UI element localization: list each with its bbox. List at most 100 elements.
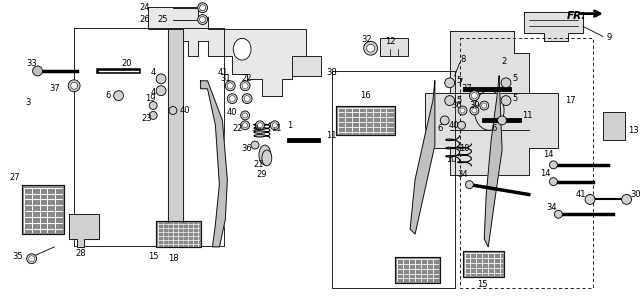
- Circle shape: [472, 108, 477, 113]
- Circle shape: [585, 195, 595, 205]
- Ellipse shape: [262, 150, 272, 166]
- Circle shape: [270, 121, 279, 130]
- Circle shape: [229, 96, 236, 102]
- Circle shape: [482, 103, 487, 108]
- Text: 41: 41: [576, 190, 586, 199]
- Circle shape: [240, 81, 250, 91]
- Circle shape: [114, 91, 124, 101]
- Circle shape: [550, 161, 557, 169]
- Text: 17: 17: [565, 96, 576, 105]
- Circle shape: [225, 81, 236, 91]
- Text: 14: 14: [540, 169, 551, 178]
- Text: 39: 39: [252, 124, 262, 133]
- Text: 32: 32: [362, 35, 372, 44]
- Text: 2: 2: [501, 57, 507, 65]
- Text: 28: 28: [76, 249, 86, 258]
- Circle shape: [470, 106, 479, 115]
- Circle shape: [243, 123, 248, 128]
- Circle shape: [465, 181, 474, 188]
- Polygon shape: [148, 7, 307, 96]
- Text: 8: 8: [461, 55, 466, 64]
- Text: 5: 5: [512, 94, 517, 103]
- Circle shape: [445, 96, 454, 105]
- Text: 41: 41: [218, 68, 228, 78]
- Circle shape: [367, 44, 374, 52]
- Circle shape: [241, 121, 250, 130]
- Circle shape: [27, 254, 36, 264]
- Text: 30: 30: [630, 190, 640, 199]
- Text: 11: 11: [522, 111, 532, 120]
- Text: 23: 23: [141, 114, 152, 123]
- Polygon shape: [425, 32, 558, 175]
- Circle shape: [458, 106, 467, 115]
- Text: 20: 20: [121, 58, 132, 68]
- Circle shape: [156, 74, 166, 84]
- Circle shape: [501, 96, 511, 105]
- Circle shape: [169, 107, 177, 115]
- Text: 16: 16: [360, 91, 371, 100]
- Circle shape: [156, 86, 166, 96]
- Polygon shape: [524, 12, 583, 41]
- Text: 40: 40: [449, 121, 459, 130]
- Text: 34: 34: [457, 170, 468, 179]
- Text: 1: 1: [287, 121, 292, 130]
- Circle shape: [364, 41, 378, 55]
- Bar: [603, 112, 625, 140]
- Text: 3: 3: [25, 98, 30, 107]
- Circle shape: [458, 122, 465, 129]
- Text: 25: 25: [157, 15, 168, 24]
- Circle shape: [470, 91, 479, 101]
- Text: 10: 10: [446, 155, 456, 165]
- Text: 11: 11: [326, 131, 337, 140]
- Polygon shape: [396, 257, 440, 283]
- Text: 4: 4: [150, 88, 156, 97]
- Text: 37: 37: [49, 84, 60, 93]
- Text: 6: 6: [437, 124, 442, 133]
- Polygon shape: [22, 185, 64, 234]
- Circle shape: [440, 116, 449, 125]
- Circle shape: [621, 195, 632, 205]
- Text: 31: 31: [220, 74, 230, 83]
- Circle shape: [29, 256, 35, 262]
- Polygon shape: [200, 81, 227, 247]
- Circle shape: [227, 83, 233, 89]
- Text: 5: 5: [456, 96, 462, 105]
- Text: 15: 15: [148, 252, 159, 261]
- Text: 12: 12: [385, 37, 396, 46]
- Text: 24: 24: [140, 3, 150, 12]
- Circle shape: [200, 5, 205, 11]
- Circle shape: [33, 66, 42, 76]
- Text: 40: 40: [180, 106, 190, 115]
- Circle shape: [255, 121, 264, 130]
- Circle shape: [257, 123, 262, 128]
- Text: 39: 39: [469, 101, 480, 110]
- Bar: [292, 56, 321, 76]
- Circle shape: [68, 80, 80, 92]
- Text: 6: 6: [492, 124, 497, 133]
- Ellipse shape: [233, 38, 251, 60]
- Text: 21: 21: [253, 160, 264, 169]
- Text: 6: 6: [106, 91, 111, 100]
- Text: 22: 22: [232, 124, 243, 133]
- Text: 9: 9: [607, 33, 612, 42]
- Circle shape: [149, 112, 157, 119]
- Text: 19: 19: [145, 94, 156, 103]
- Circle shape: [501, 78, 511, 88]
- Text: 18: 18: [168, 254, 179, 263]
- Circle shape: [200, 17, 205, 22]
- Text: 38: 38: [326, 68, 337, 78]
- Text: 36: 36: [451, 101, 462, 110]
- Text: FR.: FR.: [566, 11, 586, 21]
- Circle shape: [242, 94, 252, 104]
- Circle shape: [498, 116, 506, 125]
- Circle shape: [243, 113, 248, 118]
- Polygon shape: [69, 214, 99, 247]
- Text: 36: 36: [242, 144, 252, 152]
- Circle shape: [241, 111, 250, 120]
- Text: 14: 14: [543, 151, 554, 159]
- Circle shape: [445, 78, 454, 88]
- Circle shape: [550, 178, 557, 186]
- Text: 33: 33: [26, 58, 37, 68]
- Polygon shape: [156, 221, 200, 247]
- Circle shape: [198, 3, 207, 13]
